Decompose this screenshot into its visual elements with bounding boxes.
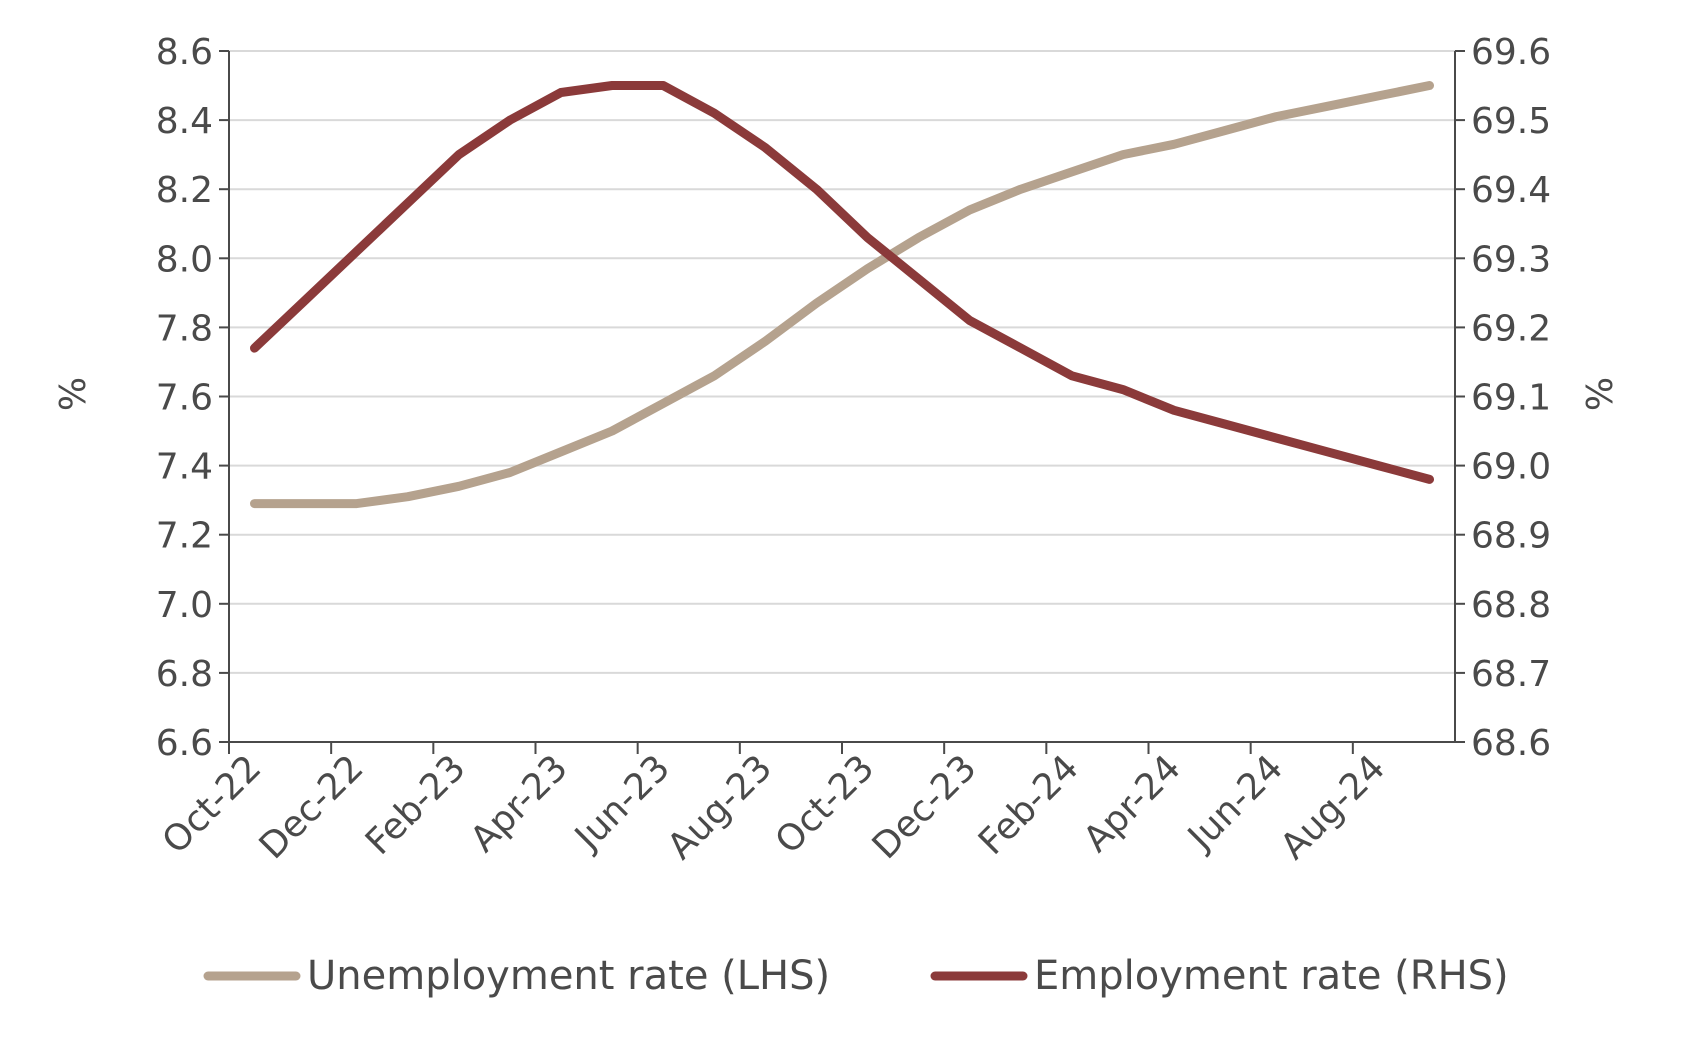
y-left-tick-label: 7.0 [156,585,213,626]
y-right-tick-label: 69.0 [1471,447,1551,488]
x-tick-label: Apr-24 [1076,747,1189,860]
y-right-tick-label: 68.8 [1471,585,1551,626]
y-right-tick-label: 69.1 [1471,378,1551,419]
y-left-tick-label: 8.0 [156,239,213,280]
x-tick-label: Aug-24 [1273,747,1393,867]
x-tick-label: Dec-23 [865,747,985,867]
y-axis-right-title: % [1580,377,1621,411]
x-tick-label: Jun-24 [1179,747,1291,859]
series-lines [250,81,1434,509]
y-axis-left-title: % [53,377,94,411]
series-line-employment [250,81,1434,484]
x-tick-label: Feb-24 [971,747,1087,863]
y-right-tick-label: 68.7 [1471,654,1551,695]
y-right-tick-label: 69.3 [1471,239,1551,280]
y-right-tick-label: 69.4 [1471,170,1551,211]
y-right-tick-label: 68.9 [1471,516,1551,557]
x-tick-label: Apr-23 [463,747,576,860]
series-line-unemployment [250,81,1434,509]
y-left-tick-label: 6.6 [156,723,213,764]
x-tick-label: Aug-23 [660,747,780,867]
y-right-tick-label: 69.5 [1471,101,1551,142]
x-tick-label: Jun-23 [566,747,678,859]
y-left-tick-label: 8.6 [156,32,213,73]
y-left-tick-label: 8.2 [156,170,213,211]
legend-label-unemployment: Unemployment rate (LHS) [307,953,830,999]
x-axis: Oct-22Dec-22Feb-23Apr-23Jun-23Aug-23Oct-… [155,741,1455,868]
x-tick-label: Feb-23 [358,747,474,863]
legend-label-employment: Employment rate (RHS) [1034,953,1509,999]
x-tick-label: Oct-22 [155,747,270,862]
y-left-tick-label: 6.8 [156,654,213,695]
y-right-tick-label: 68.6 [1471,723,1551,764]
y-axis-left: 6.6 6.8 7.0 7.2 7.4 7.6 7.8 8.0 8.2 8.4 8.6 [156,32,230,764]
legend: Unemployment rate (LHS) Employment rate … [203,953,1509,999]
y-right-tick-label: 69.2 [1471,308,1551,349]
y-left-tick-label: 7.2 [156,516,213,557]
y-left-tick-label: 7.4 [156,447,213,488]
y-left-tick-label: 7.8 [156,308,213,349]
y-axis-right: 68.6 68.7 68.8 68.9 69.0 69.1 69.2 69.3 69.4 69.5… [1454,32,1551,764]
x-tick-label: Dec-22 [252,747,372,867]
y-left-tick-label: 7.6 [156,378,213,419]
y-right-tick-label: 69.6 [1471,32,1551,73]
x-tick-label: Oct-23 [768,747,883,862]
gridlines [229,50,1455,674]
y-left-tick-label: 8.4 [156,101,213,142]
